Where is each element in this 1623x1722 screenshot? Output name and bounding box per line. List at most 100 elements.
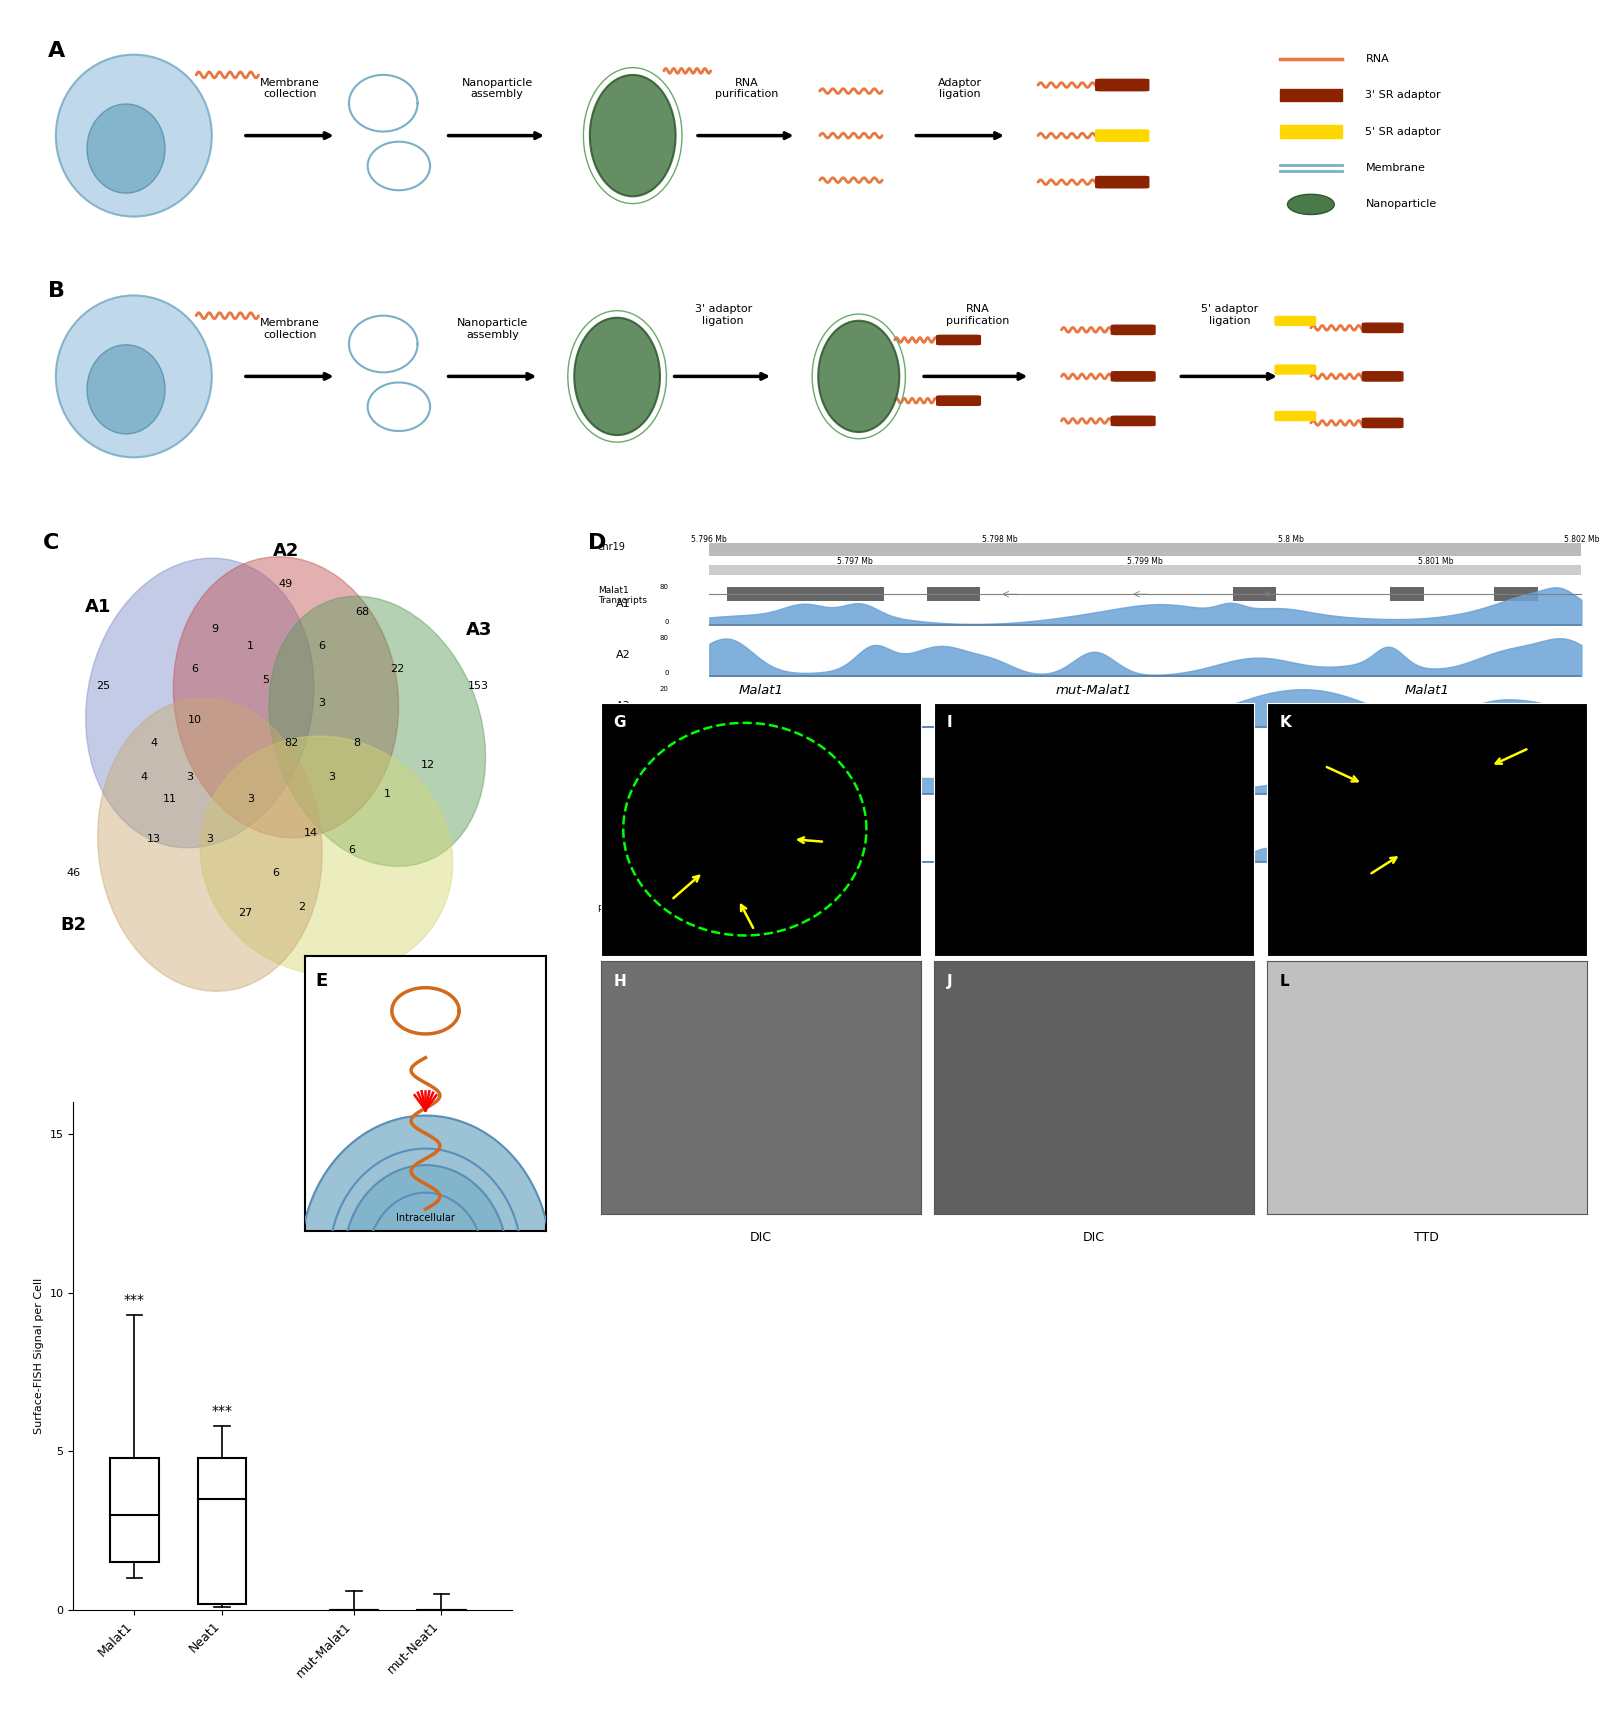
- Text: A3: A3: [615, 701, 630, 711]
- Text: A2: A2: [615, 651, 630, 660]
- Text: 3: 3: [247, 794, 253, 804]
- Bar: [1279, 126, 1341, 138]
- Text: mut-Malat1: mut-Malat1: [1055, 684, 1131, 697]
- Text: 1: 1: [383, 789, 391, 799]
- Text: 27: 27: [239, 907, 253, 918]
- Bar: [1232, 587, 1276, 601]
- Text: Nanoparticle
assembly: Nanoparticle assembly: [461, 77, 532, 100]
- Ellipse shape: [55, 296, 211, 458]
- Ellipse shape: [269, 596, 485, 866]
- Text: ***: ***: [211, 1403, 232, 1417]
- Text: A: A: [49, 41, 65, 60]
- Text: 5' SR adaptor: 5' SR adaptor: [1365, 126, 1440, 136]
- Text: Membrane
collection: Membrane collection: [260, 319, 320, 339]
- Text: 4000: 4000: [651, 811, 669, 816]
- Text: K: K: [1279, 715, 1290, 730]
- Text: B2: B2: [615, 832, 630, 840]
- Text: 68: 68: [355, 608, 368, 616]
- Text: 4000: 4000: [651, 742, 669, 749]
- FancyBboxPatch shape: [1362, 324, 1402, 332]
- Text: A3: A3: [466, 622, 492, 639]
- Text: 82: 82: [284, 737, 299, 747]
- Text: A1: A1: [84, 598, 112, 616]
- Text: 80: 80: [659, 635, 669, 641]
- Text: 0: 0: [664, 670, 669, 675]
- Text: D: D: [588, 534, 605, 553]
- FancyBboxPatch shape: [1362, 372, 1402, 381]
- Ellipse shape: [88, 103, 166, 193]
- Text: 6: 6: [349, 846, 355, 856]
- Text: 0: 0: [664, 856, 669, 861]
- Bar: [927, 587, 979, 601]
- Text: 12: 12: [396, 976, 409, 985]
- Text: 49: 49: [279, 579, 292, 589]
- Text: 5.801 Mb: 5.801 Mb: [1417, 556, 1453, 565]
- Text: 3' adaptor
ligation: 3' adaptor ligation: [695, 305, 751, 325]
- Y-axis label: Surface-FISH Signal per Cell: Surface-FISH Signal per Cell: [34, 1278, 44, 1434]
- Text: Intracellular: Intracellular: [396, 1212, 454, 1223]
- Text: 14: 14: [304, 828, 318, 839]
- FancyBboxPatch shape: [1274, 317, 1315, 325]
- Text: 5: 5: [261, 675, 269, 685]
- Text: 5.799 Mb: 5.799 Mb: [1126, 556, 1162, 565]
- Text: Malat1: Malat1: [738, 684, 782, 697]
- FancyBboxPatch shape: [1110, 325, 1154, 334]
- FancyBboxPatch shape: [1096, 176, 1147, 188]
- Text: B1: B1: [615, 763, 630, 773]
- Ellipse shape: [97, 697, 321, 992]
- Text: ▼: ▼: [1157, 918, 1167, 932]
- Text: 46: 46: [67, 868, 80, 878]
- Text: Malat1: Malat1: [1404, 684, 1448, 697]
- Text: 11: 11: [162, 794, 177, 804]
- Text: RNA
purification: RNA purification: [714, 77, 777, 100]
- Text: 4: 4: [140, 771, 148, 782]
- Text: C: C: [42, 534, 58, 553]
- Text: 3: 3: [187, 771, 193, 782]
- Bar: [198, 1457, 247, 1603]
- FancyBboxPatch shape: [1096, 79, 1147, 91]
- Text: 12: 12: [420, 761, 435, 770]
- Text: Probe locations: Probe locations: [597, 906, 667, 914]
- Text: 6: 6: [318, 641, 325, 651]
- Text: 5.798 Mb: 5.798 Mb: [982, 534, 1018, 544]
- Text: 3: 3: [318, 697, 325, 708]
- Text: B: B: [49, 281, 65, 301]
- FancyBboxPatch shape: [936, 396, 980, 405]
- Bar: [110, 1457, 159, 1562]
- Text: 6: 6: [192, 665, 198, 673]
- Text: 3: 3: [328, 771, 334, 782]
- Text: chr19: chr19: [597, 542, 625, 553]
- Text: ▼: ▼: [1227, 918, 1237, 932]
- Ellipse shape: [589, 76, 675, 196]
- Text: 22: 22: [390, 665, 404, 673]
- Text: 3: 3: [206, 833, 213, 844]
- Text: 10: 10: [188, 715, 201, 725]
- Text: L: L: [1279, 973, 1289, 988]
- Ellipse shape: [86, 558, 313, 847]
- Text: H: H: [613, 973, 626, 988]
- Text: DIC: DIC: [1083, 1231, 1104, 1245]
- Text: 0: 0: [664, 787, 669, 794]
- Text: 4: 4: [151, 737, 157, 747]
- Text: E: E: [315, 973, 326, 990]
- FancyBboxPatch shape: [1362, 418, 1402, 427]
- Ellipse shape: [200, 737, 453, 976]
- Text: Malat1
Transcripts: Malat1 Transcripts: [597, 585, 646, 604]
- Text: 0: 0: [664, 618, 669, 625]
- Ellipse shape: [174, 556, 398, 839]
- Bar: [1389, 587, 1423, 601]
- Text: 5.796 Mb: 5.796 Mb: [691, 534, 727, 544]
- Bar: [709, 542, 1581, 556]
- Text: 5' adaptor
ligation: 5' adaptor ligation: [1201, 305, 1258, 325]
- Text: Nanoparticle: Nanoparticle: [1365, 200, 1436, 210]
- FancyBboxPatch shape: [1274, 412, 1315, 420]
- Text: Adaptor
ligation: Adaptor ligation: [938, 77, 982, 100]
- Text: Membrane: Membrane: [1365, 164, 1425, 172]
- Text: Nanoparticle
assembly: Nanoparticle assembly: [456, 319, 527, 339]
- Text: 5.797 Mb: 5.797 Mb: [836, 556, 872, 565]
- Bar: [1279, 90, 1341, 102]
- Bar: [709, 565, 1581, 575]
- Text: 0: 0: [664, 722, 669, 727]
- Ellipse shape: [1287, 195, 1334, 215]
- Text: RNA
purification: RNA purification: [945, 305, 1008, 325]
